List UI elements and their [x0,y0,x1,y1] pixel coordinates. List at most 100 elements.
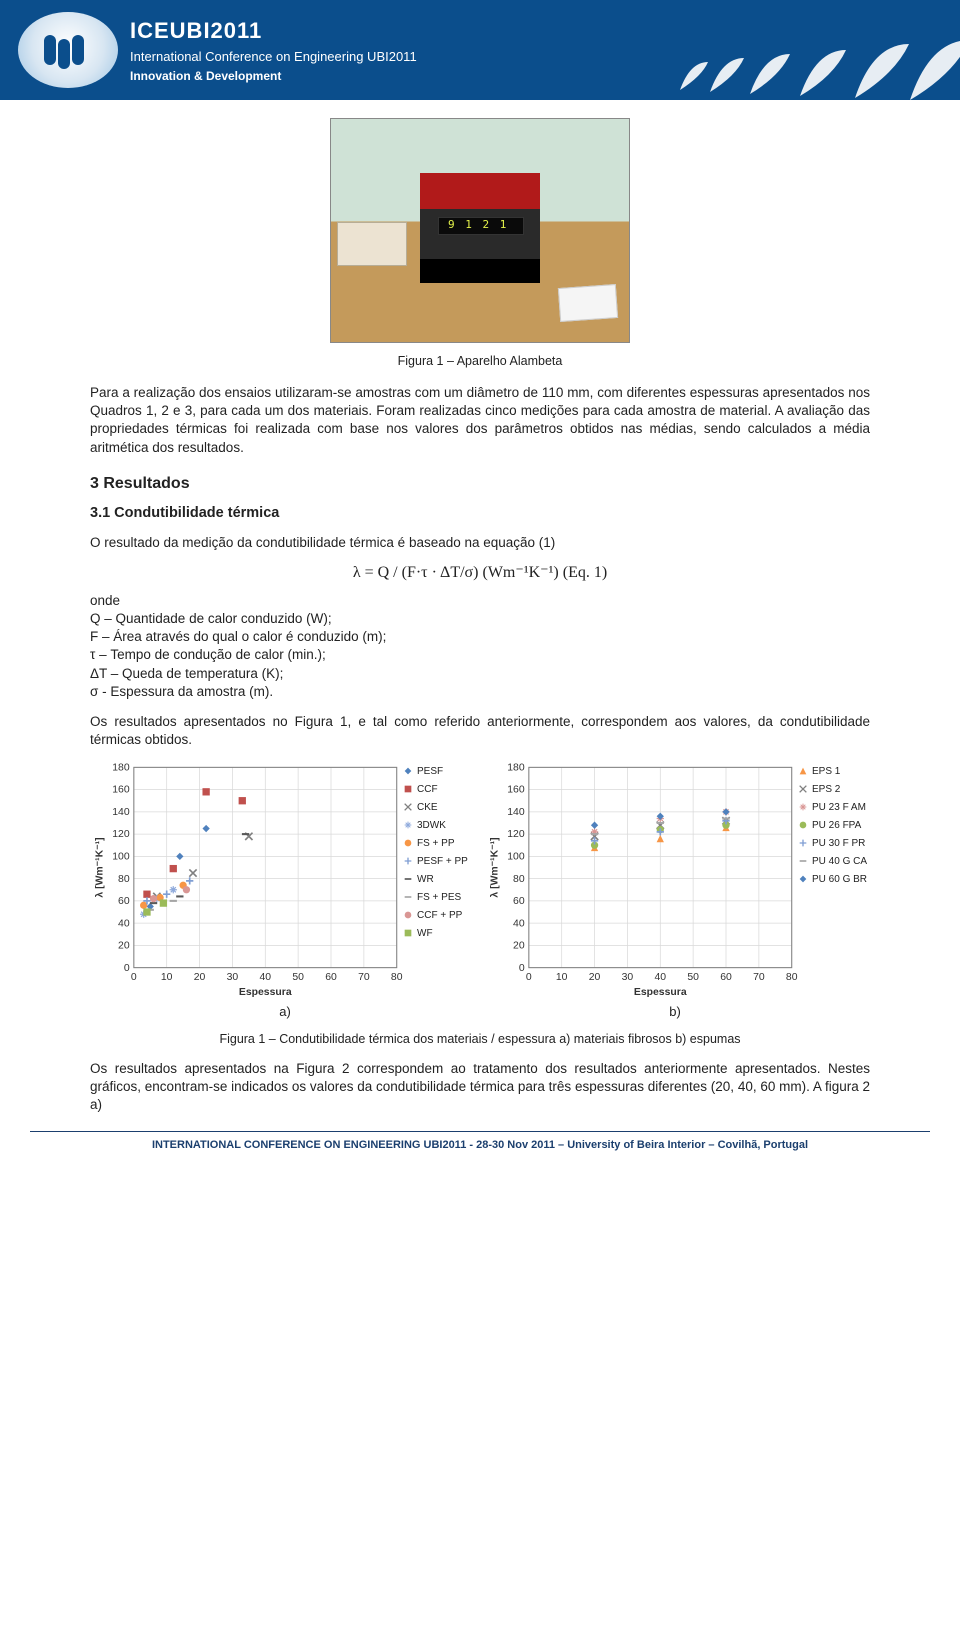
svg-text:50: 50 [292,973,304,984]
legend-item: PU 60 G BR [798,873,870,885]
svg-text:40: 40 [513,919,525,930]
svg-text:0: 0 [131,973,137,984]
paragraph-final: Os resultados apresentados na Figura 2 c… [90,1060,870,1115]
svg-text:20: 20 [589,973,601,984]
banner-title: ICEUBI2011 [130,16,417,46]
legend-item: WR [403,873,475,885]
photo-card [558,284,618,322]
svg-text:70: 70 [358,973,370,984]
subsection-conductivity-heading: 3.1 Condutibilidade térmica [90,504,870,524]
banner-motif-icon [640,0,960,100]
legend-label: EPS 1 [812,765,840,779]
legend-label: CCF [417,783,438,797]
svg-text:10: 10 [161,973,173,984]
svg-text:100: 100 [112,852,130,863]
ab-labels-row: a) b) [90,1003,870,1021]
legend-item: PESF + PP [403,855,475,867]
svg-text:0: 0 [519,963,525,974]
section-results-heading: 3 Resultados [90,473,870,495]
svg-text:80: 80 [118,874,130,885]
svg-text:160: 160 [112,785,130,796]
svg-text:180: 180 [112,763,130,774]
svg-text:20: 20 [118,941,130,952]
legend-label: CKE [417,801,438,815]
legend-label: WF [417,927,433,941]
legend-item: 3DWK [403,819,475,831]
paragraph-cond-intro: O resultado da medição da condutibilidad… [90,534,870,552]
legend-label: 3DWK [417,819,446,833]
svg-text:60: 60 [118,896,130,907]
legend-item: FS + PES [403,891,475,903]
figure1-photo-caption: Figura 1 – Aparelho Alambeta [90,353,870,370]
svg-text:120: 120 [507,830,525,841]
paragraph-intro: Para a realização dos ensaios utilizaram… [90,384,870,457]
legend-label: EPS 2 [812,783,840,797]
legend-label: WR [417,873,434,887]
chart-b: 0204060801001201401601800102030405060708… [485,759,798,999]
svg-text:20: 20 [194,973,206,984]
chart-a-wrap: 0 20 40 60 80 100 120 140 160 180 0 10 20 30 40 50 60 70 8… [90,759,475,999]
svg-text:140: 140 [112,807,130,818]
svg-text:60: 60 [513,896,525,907]
svg-text:30: 30 [622,973,634,984]
svg-text:30: 30 [227,973,239,984]
legend-item: PU 23 F AM [798,801,870,813]
where-line: ΔT – Queda de temperatura (K); [90,665,870,683]
legend-label: PU 40 G CA [812,855,867,869]
legend-label: PU 23 F AM [812,801,866,815]
where-line: σ - Espessura da amostra (m). [90,683,870,701]
svg-text:Espessura: Espessura [634,987,687,998]
svg-text:120: 120 [112,830,130,841]
photo-device: 9 1 2 1 [420,173,540,283]
svg-text:10: 10 [556,973,568,984]
where-line: Q – Quantidade de calor conduzido (W); [90,610,870,628]
svg-text:40: 40 [118,919,130,930]
legend-item: PESF [403,765,475,777]
legend-label: CCF + PP [417,909,462,923]
legend-label: FS + PP [417,837,455,851]
banner-titles: ICEUBI2011 International Conference on E… [130,16,417,83]
equation-1: λ = Q / (F·τ · ΔT/σ) (Wm⁻¹K⁻¹) (Eq. 1) [90,562,870,584]
svg-text:Espessura: Espessura [239,987,292,998]
legend-item: CCF + PP [403,909,475,921]
photo-display-digits: 9 1 2 1 [448,218,508,233]
figure1-charts-caption: Figura 1 – Condutibilidade térmica dos m… [90,1031,870,1048]
legend-item: FS + PP [403,837,475,849]
banner-tagline: Innovation & Development [130,68,417,84]
legend-item: PU 30 F PR [798,837,870,849]
svg-text:80: 80 [786,973,798,984]
svg-text:λ [Wm⁻¹K⁻¹]: λ [Wm⁻¹K⁻¹] [94,838,106,898]
page-body: 9 1 2 1 Figura 1 – Aparelho Alambeta Par… [0,100,960,1115]
chart-a-label: a) [90,1003,480,1021]
svg-text:70: 70 [753,973,765,984]
banner-subtitle: International Conference on Engineering … [130,48,417,66]
where-label: onde [90,592,870,610]
svg-text:20: 20 [513,941,525,952]
conference-logo-icon [18,12,118,88]
svg-text:λ [Wm⁻¹K⁻¹]: λ [Wm⁻¹K⁻¹] [489,838,501,898]
svg-text:40: 40 [259,973,271,984]
legend-label: PU 30 F PR [812,837,865,851]
legend-item: CKE [403,801,475,813]
svg-text:40: 40 [654,973,666,984]
svg-text:0: 0 [124,963,130,974]
svg-text:0: 0 [526,973,532,984]
paragraph-results-ref: Os resultados apresentados no Figura 1, … [90,713,870,749]
legend-label: PESF + PP [417,855,468,869]
photo-external-box [337,222,407,266]
conference-banner: ICEUBI2011 International Conference on E… [0,0,960,100]
legend-item: CCF [403,783,475,795]
legend-label: FS + PES [417,891,461,905]
svg-text:160: 160 [507,785,525,796]
page-footer: INTERNATIONAL CONFERENCE ON ENGINEERING … [30,1131,930,1167]
svg-text:100: 100 [507,852,525,863]
chart-b-legend: EPS 1 EPS 2 PU 23 F AM PU 26 FPA PU 30 F… [798,759,870,999]
legend-item: EPS 2 [798,783,870,795]
chart-b-wrap: 0204060801001201401601800102030405060708… [485,759,870,999]
svg-text:60: 60 [325,973,337,984]
svg-text:140: 140 [507,807,525,818]
svg-text:80: 80 [391,973,403,984]
svg-text:60: 60 [720,973,732,984]
svg-text:180: 180 [507,763,525,774]
where-line: F – Área através do qual o calor é condu… [90,628,870,646]
